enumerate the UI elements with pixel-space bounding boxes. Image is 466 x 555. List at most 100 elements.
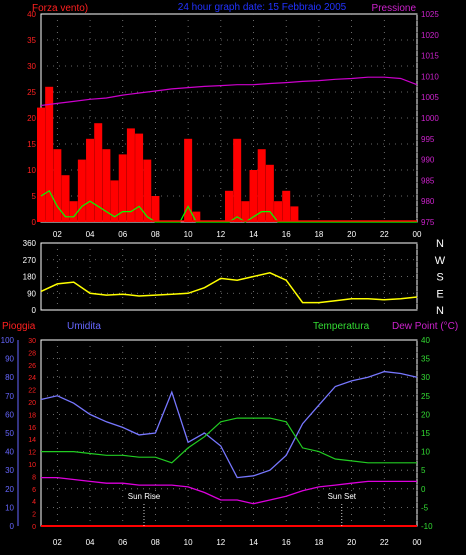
top-y-right-tick-label: 1015 [421, 52, 439, 61]
sun-marker-label: Sun Set [328, 492, 357, 501]
umidita-tick-label: 10 [5, 503, 14, 512]
top-y-right-tick-label: 1010 [421, 72, 439, 81]
temp-tick-label: -5 [421, 503, 429, 512]
bot-x-tick-label: 18 [314, 538, 323, 547]
wind-bar [37, 107, 45, 222]
top-y-left-tick-label: 0 [32, 218, 37, 227]
pioggia-tick-label: 26 [28, 363, 36, 370]
top-x-tick-label: 14 [249, 230, 258, 239]
top-y-left-tick-label: 35 [27, 36, 36, 45]
temp-tick-label: 15 [421, 429, 430, 438]
pioggia-tick-label: 6 [32, 487, 36, 494]
temp-tick-label: 20 [421, 410, 430, 419]
top-x-tick-label: 02 [53, 230, 62, 239]
wind-pressure-panel: 0510152025303540975980985990995100010051… [27, 10, 439, 239]
compass-label: W [435, 255, 446, 267]
top-y-left-tick-label: 15 [27, 140, 36, 149]
pioggia-tick-label: 22 [28, 388, 36, 395]
label-umidita: Umidita [67, 321, 101, 332]
label-dew-point: Dew Point (°C) [392, 321, 458, 332]
dewpoint-line [41, 476, 417, 505]
top-y-left-tick-label: 5 [32, 192, 37, 201]
mid-y-tick-label: 270 [23, 256, 37, 265]
top-x-tick-label: 10 [184, 230, 193, 239]
pressure-line [40, 76, 418, 107]
top-y-left-tick-label: 20 [27, 114, 36, 123]
sun-marker-label: Sun Rise [128, 492, 161, 501]
temp-tick-label: 10 [421, 448, 430, 457]
umidita-tick-label: 50 [5, 429, 14, 438]
top-y-left-tick-label: 10 [27, 166, 36, 175]
bot-x-tick-label: 08 [151, 538, 160, 547]
mid-frame [40, 242, 418, 311]
wind-bar [86, 138, 95, 222]
pioggia-tick-label: 4 [32, 499, 36, 506]
header-center-title: 24 hour graph date: 15 Febbraio 2005 [178, 2, 347, 13]
top-y-left-tick-label: 30 [27, 62, 36, 71]
umidita-tick-label: 80 [5, 373, 14, 382]
compass-label: S [436, 272, 443, 284]
compass-label: E [436, 288, 443, 300]
temp-tick-label: 35 [421, 355, 430, 364]
pioggia-tick-label: 8 [32, 474, 36, 481]
umidita-tick-label: 60 [5, 410, 14, 419]
top-y-left-tick-label: 25 [27, 88, 36, 97]
umidita-tick-label: 0 [10, 522, 15, 531]
top-y-right-tick-label: 1020 [421, 31, 439, 40]
top-x-tick-label: 08 [151, 230, 160, 239]
wind-bar [143, 159, 152, 222]
umidita-tick-label: 90 [5, 355, 14, 364]
top-y-right-tick-label: 985 [421, 176, 435, 185]
top-y-right-tick-label: 1005 [421, 93, 439, 102]
wind-bar [290, 206, 299, 222]
top-y-right-tick-label: 975 [421, 218, 435, 227]
bot-x-tick-label: 14 [249, 538, 258, 547]
wind-bar [192, 211, 201, 222]
bot-x-tick-label: 20 [347, 538, 356, 547]
pioggia-tick-label: 10 [28, 462, 36, 469]
top-y-left-tick-label: 40 [27, 10, 36, 19]
wind-bar [110, 180, 119, 222]
wind-bar [241, 201, 250, 222]
gust-line [40, 189, 417, 223]
mid-y-tick-label: 90 [27, 289, 36, 298]
wind-bar [135, 133, 144, 222]
temperature-line [41, 417, 417, 464]
wind-bar [102, 149, 111, 222]
wind-bar [118, 154, 127, 222]
header-right-title: Pressione [372, 3, 417, 14]
pioggia-tick-label: 30 [28, 338, 36, 345]
bot-frame [40, 339, 418, 527]
umidita-tick-label: 20 [5, 485, 14, 494]
pioggia-tick-label: 14 [28, 437, 36, 444]
top-x-tick-label: 04 [86, 230, 95, 239]
umidita-tick-label: 100 [1, 336, 15, 345]
pioggia-tick-label: 2 [32, 512, 36, 519]
top-y-right-tick-label: 990 [421, 156, 435, 165]
pioggia-tick-label: 12 [28, 450, 36, 457]
umidita-tick-label: 40 [5, 448, 14, 457]
label-temperatura: Temperatura [313, 321, 370, 332]
bot-x-tick-label: 16 [282, 538, 291, 547]
temp-tick-label: 30 [421, 373, 430, 382]
pioggia-tick-label: 18 [28, 412, 36, 419]
top-x-tick-label: 06 [118, 230, 127, 239]
bot-x-tick-label: 22 [380, 538, 389, 547]
bot-x-tick-label: 00 [413, 538, 422, 547]
top-x-tick-label: 18 [314, 230, 323, 239]
wind-bar [61, 175, 70, 222]
top-x-tick-label: 12 [216, 230, 225, 239]
pioggia-tick-label: 24 [28, 375, 36, 382]
header-left-title: Forza vento) [32, 3, 88, 14]
compass-label: N [436, 238, 444, 250]
top-x-tick-label: 22 [380, 230, 389, 239]
top-x-tick-label: 16 [282, 230, 291, 239]
wind-bar [53, 149, 62, 222]
pioggia-tick-label: 16 [28, 425, 36, 432]
pioggia-tick-label: 28 [28, 350, 36, 357]
bot-x-tick-label: 06 [118, 538, 127, 547]
wind-bar [225, 190, 233, 222]
top-y-right-tick-label: 1025 [421, 10, 439, 19]
